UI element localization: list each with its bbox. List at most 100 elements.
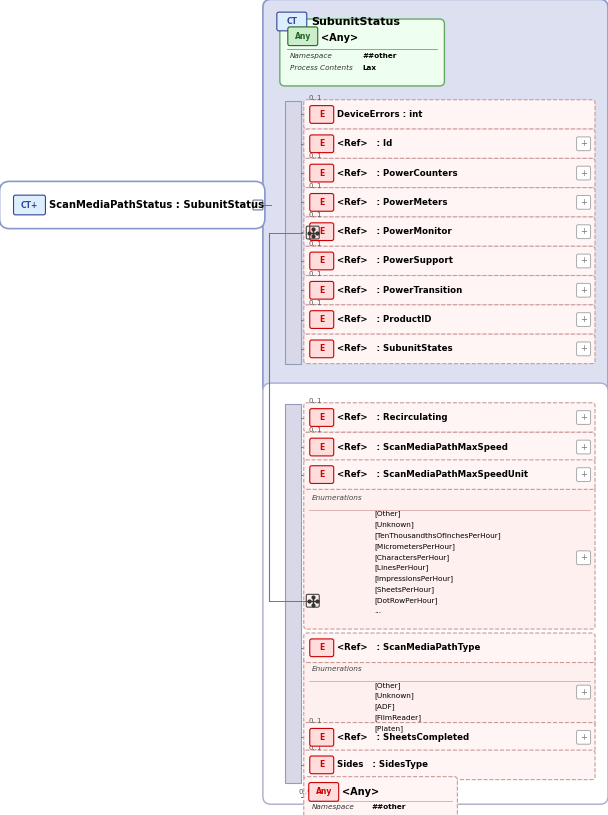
FancyBboxPatch shape	[304, 305, 595, 334]
Text: [Other]: [Other]	[375, 682, 401, 689]
FancyBboxPatch shape	[304, 275, 595, 305]
FancyBboxPatch shape	[309, 311, 334, 328]
Text: 0..1: 0..1	[309, 427, 322, 434]
FancyBboxPatch shape	[309, 639, 334, 657]
Text: +: +	[580, 345, 587, 354]
Text: Any: Any	[316, 787, 332, 796]
Text: 0..1: 0..1	[309, 300, 322, 306]
FancyBboxPatch shape	[304, 99, 595, 130]
Text: <Ref>   : PowerMeters: <Ref> : PowerMeters	[337, 198, 447, 207]
FancyBboxPatch shape	[13, 195, 46, 215]
FancyBboxPatch shape	[304, 723, 595, 752]
FancyBboxPatch shape	[576, 468, 590, 482]
Text: E: E	[319, 315, 324, 324]
Text: ...: ...	[375, 608, 382, 615]
FancyBboxPatch shape	[309, 106, 334, 123]
Text: E: E	[319, 110, 324, 119]
Bar	[285, 403, 301, 782]
Text: E: E	[319, 643, 324, 652]
Text: 0..1: 0..1	[309, 95, 322, 101]
Text: +: +	[580, 733, 587, 742]
Text: E: E	[319, 169, 324, 178]
FancyBboxPatch shape	[280, 19, 444, 86]
FancyBboxPatch shape	[309, 193, 334, 211]
Text: Any: Any	[295, 32, 311, 41]
Text: 0..1: 0..1	[309, 153, 322, 159]
Text: CT: CT	[286, 17, 297, 26]
Text: [Other]: [Other]	[375, 510, 401, 518]
FancyBboxPatch shape	[253, 200, 263, 210]
Text: E: E	[319, 286, 324, 295]
FancyBboxPatch shape	[309, 438, 334, 456]
FancyBboxPatch shape	[309, 782, 339, 801]
FancyBboxPatch shape	[576, 440, 590, 454]
FancyBboxPatch shape	[304, 460, 595, 489]
FancyBboxPatch shape	[309, 165, 334, 182]
Text: Enumerations: Enumerations	[312, 667, 362, 672]
Text: 0..1: 0..1	[309, 398, 322, 403]
Text: +: +	[580, 553, 587, 562]
FancyBboxPatch shape	[309, 281, 334, 299]
Text: +: +	[580, 169, 587, 178]
FancyBboxPatch shape	[304, 246, 595, 275]
Text: [Unknown]: [Unknown]	[375, 522, 415, 528]
Text: <Ref>   : ScanMediaPathMaxSpeedUnit: <Ref> : ScanMediaPathMaxSpeedUnit	[337, 470, 528, 479]
Text: [DotRowPerHour]: [DotRowPerHour]	[375, 597, 438, 604]
Text: [ImpressionsPerHour]: [ImpressionsPerHour]	[375, 575, 454, 582]
FancyBboxPatch shape	[576, 284, 590, 297]
FancyBboxPatch shape	[304, 750, 595, 780]
FancyBboxPatch shape	[576, 254, 590, 268]
FancyBboxPatch shape	[309, 135, 334, 152]
Text: 0..*: 0..*	[299, 790, 311, 795]
Text: +: +	[580, 688, 587, 697]
FancyBboxPatch shape	[304, 403, 595, 432]
FancyBboxPatch shape	[576, 730, 590, 744]
FancyBboxPatch shape	[309, 756, 334, 773]
Text: <Ref>   : SubunitStates: <Ref> : SubunitStates	[337, 345, 452, 354]
Text: +: +	[580, 286, 587, 295]
FancyBboxPatch shape	[576, 685, 590, 699]
Text: Lax: Lax	[362, 65, 376, 71]
FancyBboxPatch shape	[304, 633, 595, 663]
Bar	[285, 101, 301, 364]
Text: [CharactersPerHour]: [CharactersPerHour]	[375, 554, 450, 561]
Text: Sides   : SidesType: Sides : SidesType	[337, 760, 427, 769]
Text: +: +	[580, 139, 587, 148]
Text: E: E	[319, 257, 324, 266]
FancyBboxPatch shape	[0, 182, 265, 229]
Text: E: E	[319, 760, 324, 769]
Text: Enumerations: Enumerations	[312, 496, 362, 501]
Text: +: +	[580, 315, 587, 324]
Text: +: +	[580, 413, 587, 422]
Text: E: E	[319, 345, 324, 354]
FancyBboxPatch shape	[576, 313, 590, 327]
Text: +: +	[580, 470, 587, 479]
FancyBboxPatch shape	[576, 166, 590, 180]
Text: [MicrometersPerHour]: [MicrometersPerHour]	[375, 543, 455, 550]
Text: E: E	[319, 443, 324, 452]
FancyBboxPatch shape	[309, 222, 334, 240]
Text: ##other: ##other	[371, 804, 406, 810]
Text: E: E	[319, 227, 324, 236]
Text: ##other: ##other	[362, 54, 397, 59]
FancyBboxPatch shape	[576, 225, 590, 239]
Text: Namespace: Namespace	[290, 54, 333, 59]
Text: <Ref>   : PowerSupport: <Ref> : PowerSupport	[337, 257, 453, 266]
Text: E: E	[319, 139, 324, 148]
FancyBboxPatch shape	[309, 408, 334, 426]
Text: SubunitStatus: SubunitStatus	[311, 17, 399, 27]
Text: 0..1: 0..1	[309, 717, 322, 724]
FancyBboxPatch shape	[304, 657, 595, 726]
Text: E: E	[319, 413, 324, 422]
Text: <Ref>   : ScanMediaPathType: <Ref> : ScanMediaPathType	[337, 643, 480, 652]
FancyBboxPatch shape	[576, 137, 590, 151]
Text: ScanMediaPathStatus : SubunitStatus: ScanMediaPathStatus : SubunitStatus	[49, 200, 264, 210]
FancyBboxPatch shape	[309, 729, 334, 747]
Text: +: +	[580, 227, 587, 236]
FancyBboxPatch shape	[576, 342, 590, 356]
Text: DeviceErrors : int: DeviceErrors : int	[337, 110, 422, 119]
FancyBboxPatch shape	[263, 383, 608, 804]
Text: +: +	[580, 443, 587, 452]
FancyBboxPatch shape	[288, 27, 318, 46]
Text: <Ref>   : ProductID: <Ref> : ProductID	[337, 315, 431, 324]
